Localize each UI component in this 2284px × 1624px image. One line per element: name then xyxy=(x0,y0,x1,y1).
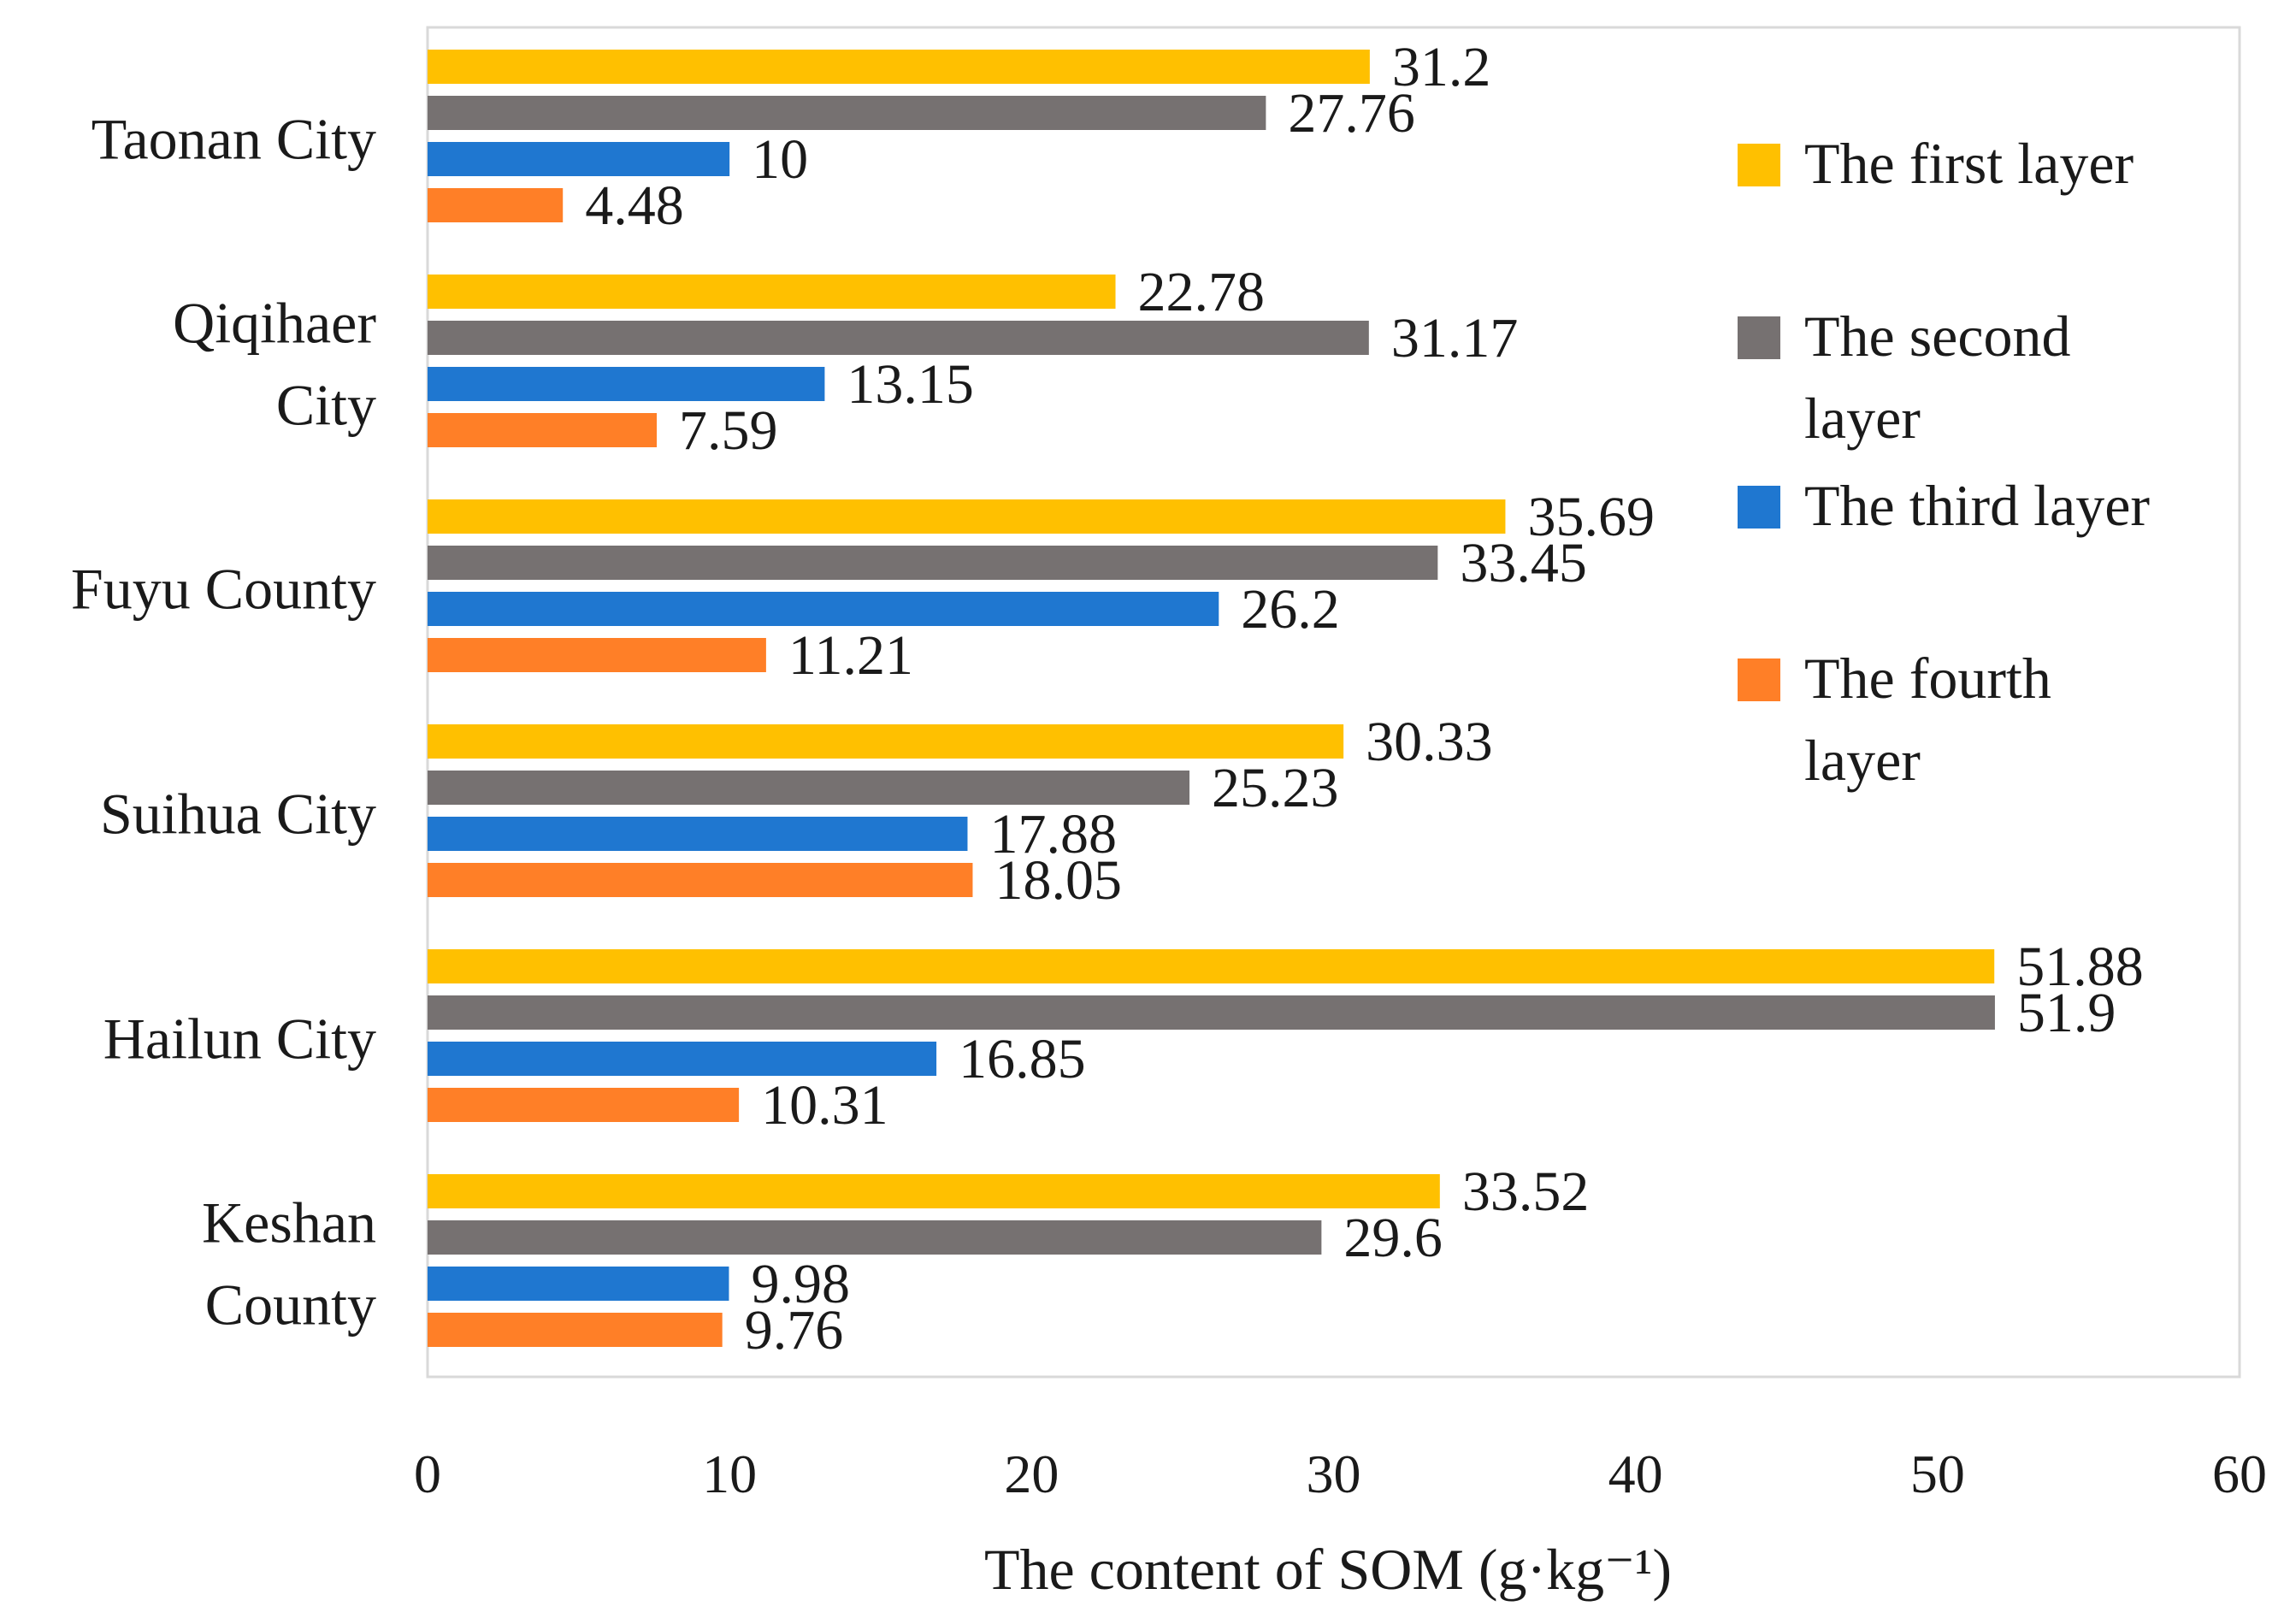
value-label-hailun-city-series-3: 16.85 xyxy=(959,1028,1086,1090)
legend-swatch-the-fourth-layer xyxy=(1738,658,1780,701)
value-label-hailun-city-series-4: 10.31 xyxy=(761,1074,888,1137)
x-axis-title: The content of SOM (g·kg⁻¹) xyxy=(984,1537,1672,1602)
value-label-keshan-county-series-1: 33.52 xyxy=(1462,1160,1590,1223)
legend-label-the-second-layer: The second layer xyxy=(1804,304,2071,451)
bar-keshan-county-series-3 xyxy=(428,1267,729,1301)
bar-suihua-city-series-3 xyxy=(428,817,968,851)
value-label-taonan-city-series-4: 4.48 xyxy=(585,174,684,237)
bars-layer xyxy=(428,50,1995,1347)
value-label-fuyu-county-series-3: 26.2 xyxy=(1241,578,1340,641)
value-label-qiqihaer-city-series-1: 22.78 xyxy=(1138,261,1266,323)
bar-qiqihaer-city-series-2 xyxy=(428,321,1369,355)
x-tick-label-0: 0 xyxy=(414,1444,441,1504)
value-label-qiqihaer-city-series-3: 13.15 xyxy=(847,353,974,416)
plot-area-border xyxy=(426,26,2241,1379)
bar-fuyu-county-series-3 xyxy=(428,592,1219,626)
bar-taonan-city-series-3 xyxy=(428,142,730,176)
legend-swatch-the-second-layer xyxy=(1738,316,1780,359)
bar-hailun-city-series-1 xyxy=(428,949,1995,983)
value-label-fuyu-county-series-2: 33.45 xyxy=(1460,532,1587,594)
legend-label-the-fourth-layer: The fourth layer xyxy=(1804,646,2051,793)
legend-label-the-third-layer: The third layer xyxy=(1804,473,2150,538)
x-tick-label-50: 50 xyxy=(1910,1444,1965,1504)
value-label-fuyu-county-series-4: 11.21 xyxy=(788,624,913,687)
category-labels-layer: Taonan City Qiqihaer City Fuyu County Suihua… xyxy=(71,107,376,1338)
value-label-hailun-city-series-2: 51.9 xyxy=(2017,982,2116,1044)
legend: The first layer The second layer The third … xyxy=(1738,131,2150,793)
value-label-qiqihaer-city-series-4: 7.59 xyxy=(679,399,778,462)
bar-keshan-county-series-1 xyxy=(428,1174,1440,1208)
bar-hailun-city-series-2 xyxy=(428,995,1995,1030)
bar-keshan-county-series-4 xyxy=(428,1313,723,1347)
bar-qiqihaer-city-series-4 xyxy=(428,413,658,447)
value-label-keshan-county-series-2: 29.6 xyxy=(1343,1207,1443,1269)
category-label-hailun-city: Hailun City xyxy=(103,1007,376,1072)
x-tick-label-60: 60 xyxy=(2212,1444,2267,1504)
category-label-keshan-county: Keshan County xyxy=(202,1190,376,1338)
bar-taonan-city-series-4 xyxy=(428,188,564,222)
value-label-suihua-city-series-3: 17.88 xyxy=(989,803,1117,865)
category-label-qiqihaer-city: Qiqihaer City xyxy=(173,291,376,438)
x-tick-label-40: 40 xyxy=(1608,1444,1663,1504)
value-label-suihua-city-series-2: 25.23 xyxy=(1212,757,1339,819)
value-label-hailun-city-series-1: 51.88 xyxy=(2016,936,2144,998)
bar-taonan-city-series-1 xyxy=(428,50,1370,84)
legend-swatch-the-first-layer xyxy=(1738,144,1780,186)
value-label-suihua-city-series-4: 18.05 xyxy=(994,849,1122,912)
legend-swatch-the-third-layer xyxy=(1738,486,1780,529)
bar-fuyu-county-series-4 xyxy=(428,638,766,672)
x-tick-label-10: 10 xyxy=(702,1444,757,1504)
value-label-taonan-city-series-3: 10 xyxy=(752,128,808,191)
value-label-taonan-city-series-2: 27.76 xyxy=(1288,82,1415,145)
category-label-fuyu-county: Fuyu County xyxy=(71,557,376,622)
bar-suihua-city-series-1 xyxy=(428,724,1344,759)
value-labels-layer: 31.227.76104.4822.7831.1713.157.5935.693… xyxy=(585,36,2144,1361)
bar-qiqihaer-city-series-1 xyxy=(428,275,1116,309)
category-label-taonan-city: Taonan City xyxy=(91,107,376,172)
bar-suihua-city-series-2 xyxy=(428,771,1190,805)
bar-hailun-city-series-4 xyxy=(428,1088,740,1122)
value-label-suihua-city-series-1: 30.33 xyxy=(1366,711,1493,773)
bar-fuyu-county-series-2 xyxy=(428,546,1438,580)
bar-fuyu-county-series-1 xyxy=(428,499,1506,534)
x-tick-label-20: 20 xyxy=(1004,1444,1059,1504)
bar-keshan-county-series-2 xyxy=(428,1220,1322,1255)
value-label-taonan-city-series-1: 31.2 xyxy=(1392,36,1491,98)
bar-qiqihaer-city-series-3 xyxy=(428,367,825,401)
bar-suihua-city-series-4 xyxy=(428,863,973,897)
x-tick-label-30: 30 xyxy=(1307,1444,1361,1504)
bar-taonan-city-series-2 xyxy=(428,96,1266,130)
value-label-qiqihaer-city-series-2: 31.17 xyxy=(1391,307,1519,369)
value-label-keshan-county-series-3: 9.98 xyxy=(751,1253,850,1315)
x-ticks-layer: 0 10 20 30 40 50 60 xyxy=(414,1444,2267,1504)
value-label-fuyu-county-series-1: 35.69 xyxy=(1527,486,1655,548)
category-label-suihua-city: Suihua City xyxy=(100,782,376,847)
bar-hailun-city-series-3 xyxy=(428,1042,937,1076)
value-label-keshan-county-series-4: 9.76 xyxy=(745,1299,844,1361)
legend-label-the-first-layer: The first layer xyxy=(1804,131,2134,196)
